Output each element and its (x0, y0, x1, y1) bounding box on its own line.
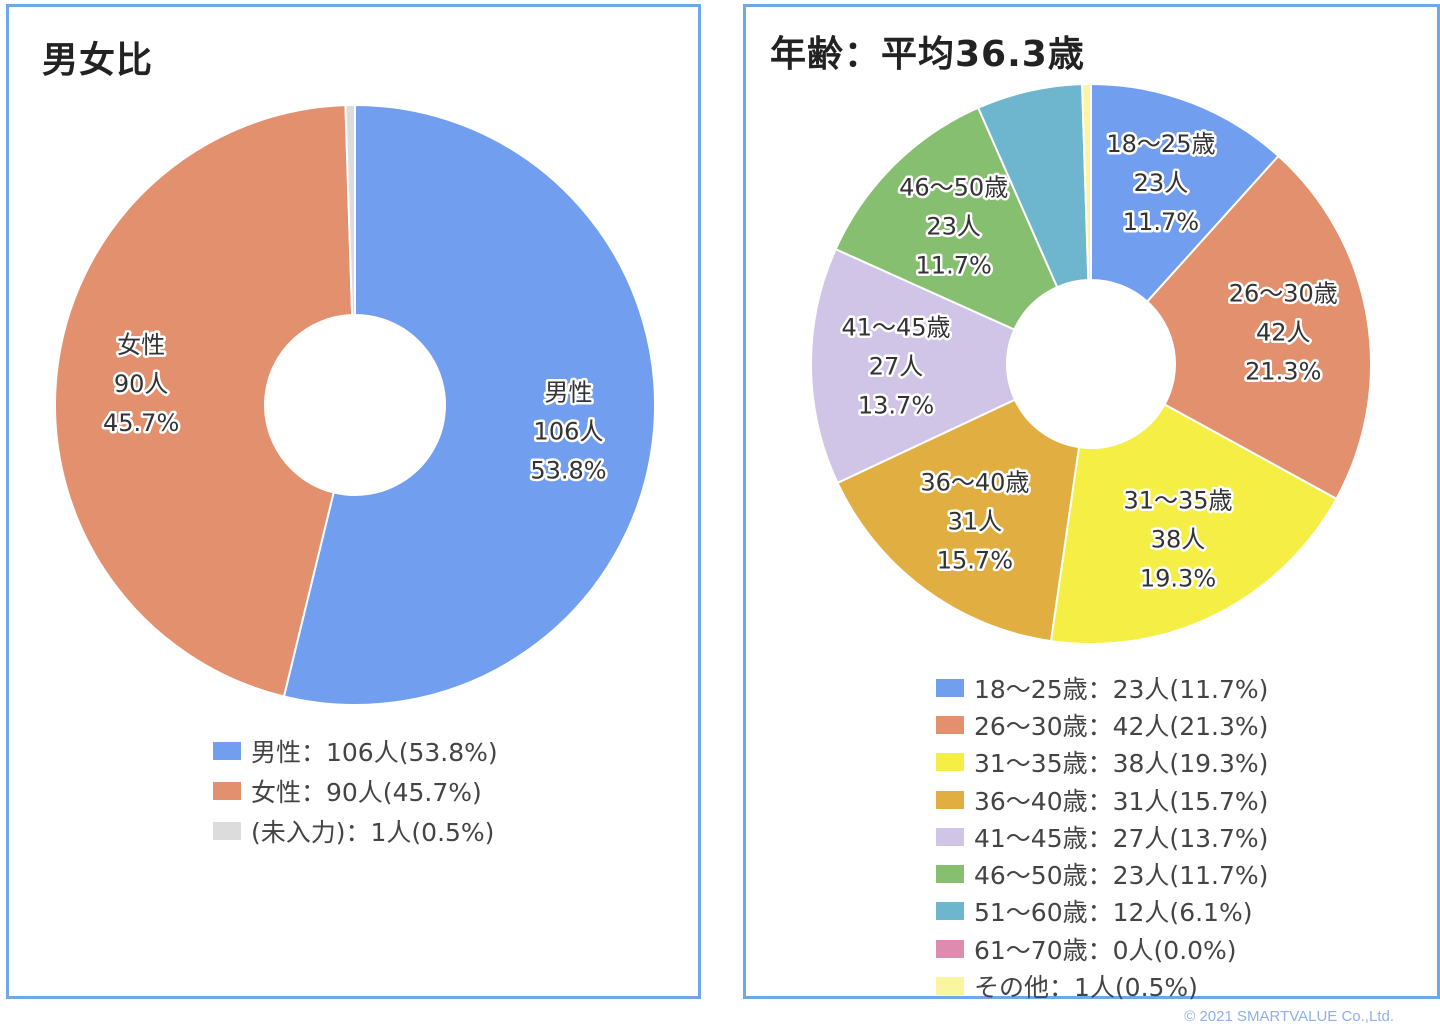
age-panel: 年齢：平均36.3歳 18〜25歳 23人 11.7% 26〜30歳 42人 21.3% 3… (743, 4, 1440, 1002)
legend-item: 18〜25歳：23人(11.7%) (936, 669, 1268, 706)
legend-swatch (936, 977, 964, 996)
legend-item: 41〜45歳：27人(13.7%) (936, 818, 1268, 855)
slice-label-pct: 11.7% (916, 252, 992, 280)
legend-swatch (936, 753, 964, 772)
legend-swatch (936, 678, 964, 697)
legend-item: 46〜50歳：23人(11.7%) (936, 855, 1268, 892)
age-donut-chart: 18〜25歳 23人 11.7% 26〜30歳 42人 21.3% 31〜35歳 38人 19.… (810, 82, 1372, 645)
slice-label-pct: 13.7% (858, 392, 934, 420)
legend-label: 41〜45歳：27人(13.7%) (974, 823, 1269, 853)
slice-label-name: 46〜50歳 (899, 174, 1008, 202)
slice-label-pct: 11.7% (1123, 208, 1199, 236)
legend-item: 31〜35歳：38人(19.3%) (936, 744, 1268, 781)
legend-swatch (213, 782, 241, 800)
age-legend: 18〜25歳：23人(11.7%) 26〜30歳：42人(21.3%) 31〜35歳… (936, 669, 1268, 1005)
slice-label-count: 27人 (869, 353, 924, 381)
slice-label-count: 31人 (948, 508, 1003, 536)
pie-slice (1049, 403, 1338, 645)
pie-slice (836, 398, 1081, 643)
legend-item: (未入力)：1人(0.5%) (213, 811, 498, 851)
slice-label-count: 42人 (1256, 319, 1311, 347)
copyright: © 2021 SMARTVALUE Co.,Ltd. (1184, 1008, 1394, 1025)
slice-label-pct: 21.3% (1245, 358, 1321, 386)
slice-label-pct: 19.3% (1140, 565, 1216, 593)
pie-slice (1081, 82, 1092, 282)
gender-legend: 男性：106人(53.8%) 女性：90人(45.7%) (未入力)：1人(0.5%… (213, 731, 498, 851)
legend-label: 31〜35歳：38人(19.3%) (974, 749, 1269, 779)
gender-chart-title: 男女比 (42, 40, 154, 81)
pie-slice (1090, 82, 1280, 304)
slice-label-name: 36〜40歳 (920, 469, 1029, 497)
legend-label: 46〜50歳：23人(11.7%) (974, 861, 1269, 891)
legend-swatch (936, 902, 964, 921)
legend-label: 女性：90人(45.7%) (251, 778, 482, 807)
legend-swatch (213, 822, 241, 840)
legend-item: 61〜70歳：0人(0.0%) (936, 930, 1268, 967)
slice-label-count: 106人 (534, 418, 604, 446)
legend-swatch (936, 827, 964, 846)
slice-label-name: 男性 (544, 379, 592, 407)
legend-item: 女性：90人(45.7%) (213, 771, 498, 811)
slice-label-count: 90人 (114, 370, 169, 398)
slice-label-name: 女性 (117, 331, 165, 359)
slice-label-name: 18〜25歳 (1106, 130, 1215, 158)
pie-slice (54, 104, 354, 698)
slice-label-count: 23人 (1134, 169, 1189, 197)
legend-label: 51〜60歳：12人(6.1%) (974, 898, 1253, 928)
age-chart-title: 年齢：平均36.3歳 (770, 34, 1085, 75)
legend-label: (未入力)：1人(0.5%) (251, 818, 495, 847)
legend-label: 18〜25歳：23人(11.7%) (974, 674, 1269, 704)
gender-donut-chart: 男性 106人 53.8% 女性 90人 45.7% (54, 103, 656, 706)
slice-label-name: 41〜45歳 (841, 314, 950, 342)
slice-label-name: 31〜35歳 (1123, 487, 1232, 515)
slice-label-name: 26〜30歳 (1229, 280, 1338, 308)
gender-ratio-panel: 男女比 男性 106人 53.8% 女性 90人 45.7% 男性：106人(53.8%)… (6, 4, 701, 999)
legend-label: その他：1人(0.5%) (974, 973, 1198, 1003)
legend-swatch (936, 715, 964, 734)
legend-label: 61〜70歳：0人(0.0%) (974, 935, 1237, 965)
slice-label-count: 38人 (1151, 526, 1206, 554)
legend-swatch (936, 865, 964, 884)
pie-slice (344, 103, 356, 317)
legend-item: 26〜30歳：42人(21.3%) (936, 706, 1268, 743)
legend-swatch (936, 939, 964, 958)
legend-item: その他：1人(0.5%) (936, 967, 1268, 1004)
slice-label-pct: 45.7% (103, 409, 179, 437)
pie-slice (282, 103, 656, 706)
slice-label-pct: 53.8% (530, 457, 606, 485)
legend-item: 36〜40歳：31人(15.7%) (936, 781, 1268, 818)
slice-label-count: 23人 (926, 213, 981, 241)
legend-label: 26〜30歳：42人(21.3%) (974, 711, 1269, 741)
slice-label-pct: 15.7% (937, 547, 1013, 575)
legend-label: 36〜40歳：31人(15.7%) (974, 786, 1269, 816)
legend-swatch (213, 742, 241, 760)
pie-slice (1145, 154, 1372, 501)
legend-item: 51〜60歳：12人(6.1%) (936, 893, 1268, 930)
legend-swatch (936, 790, 964, 809)
legend-item: 男性：106人(53.8%) (213, 731, 498, 771)
legend-label: 男性：106人(53.8%) (251, 738, 498, 767)
